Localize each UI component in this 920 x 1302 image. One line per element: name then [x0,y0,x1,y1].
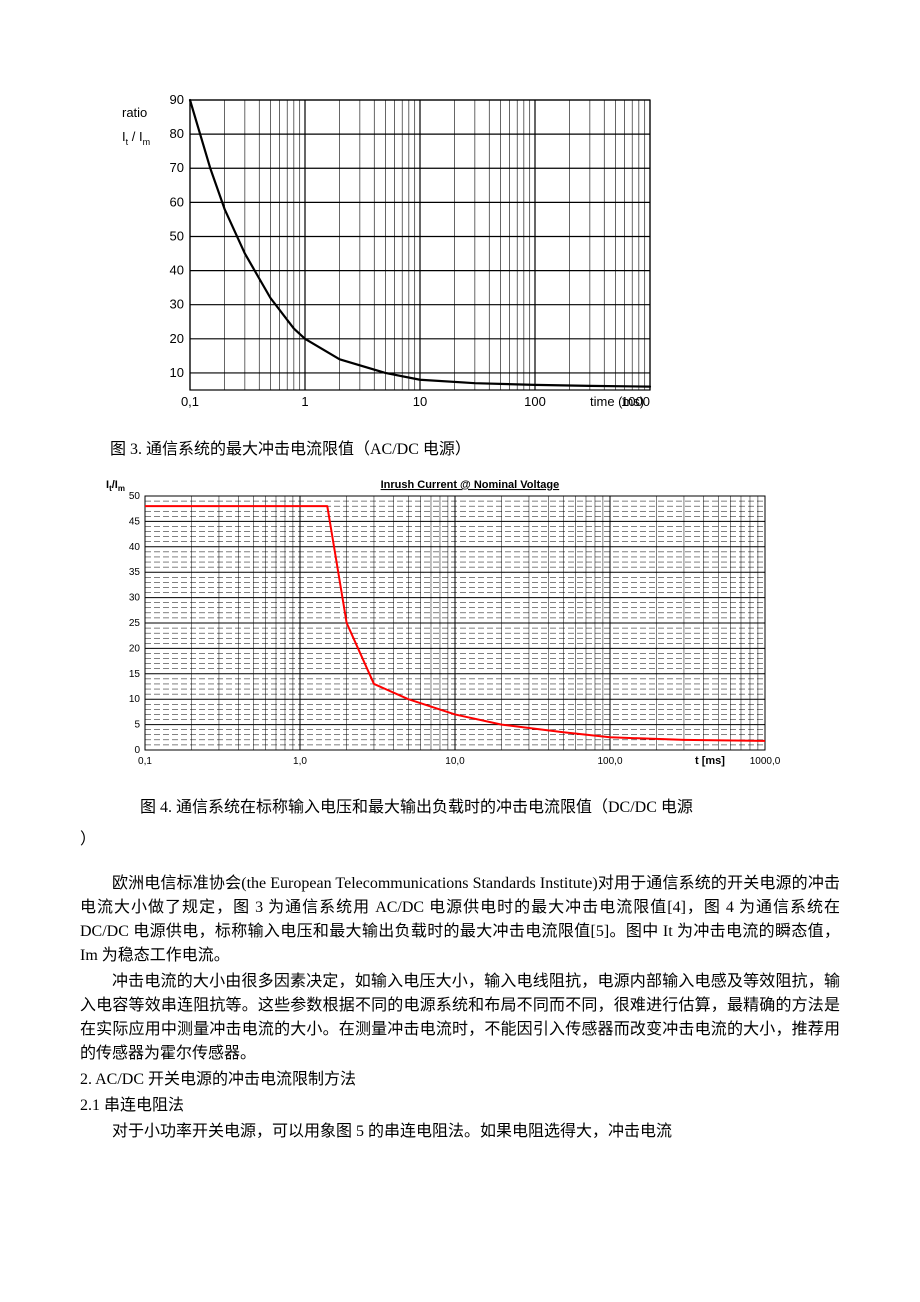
page: 0,11101001000102030405060708090ratioIt /… [0,0,920,1206]
svg-text:1: 1 [301,394,308,409]
paragraph-2: 冲击电流的大小由很多因素决定，如输入电压大小，输入电线阻抗，电源内部输入电感及等… [80,970,840,1066]
svg-text:1000,0: 1000,0 [750,756,780,767]
svg-text:t [ms]: t [ms] [695,755,725,767]
svg-text:Inrush Current @ Nominal Volta: Inrush Current @ Nominal Voltage [381,479,560,491]
svg-text:10: 10 [170,365,184,380]
svg-text:time (ms): time (ms) [590,394,644,409]
svg-text:25: 25 [129,618,141,629]
section-2-heading: 2. AC/DC 开关电源的冲击电流限制方法 [80,1068,840,1092]
caption-figure-4-close: ） [80,828,840,852]
paragraph-3: 对于小功率开关电源，可以用象图 5 的串连电阻法。如果电阻选得大，冲击电流 [80,1120,840,1144]
svg-text:0: 0 [134,745,140,756]
svg-text:10: 10 [129,694,141,705]
section-2-1-heading: 2.1 串连电阻法 [80,1094,840,1118]
svg-text:ratio: ratio [122,105,147,120]
svg-text:15: 15 [129,669,141,680]
svg-text:40: 40 [170,263,184,278]
svg-text:100,0: 100,0 [597,756,622,767]
chart3: 0,11101001000102030405060708090ratioIt /… [110,90,670,420]
svg-text:20: 20 [170,331,184,346]
svg-text:It/Im: It/Im [106,479,125,493]
chart4: 0 5 10 15 20 25 30 35 40 45 50 0,1 1,0 10,0 100,0 1000,… [100,474,780,774]
svg-text:70: 70 [170,160,184,175]
svg-text:5: 5 [134,720,140,731]
chart3-container: 0,11101001000102030405060708090ratioIt /… [110,90,670,428]
svg-text:20: 20 [129,643,141,654]
svg-text:50: 50 [170,228,184,243]
caption-figure-4: 图 4. 通信系统在标称输入电压和最大输出负载时的冲击电流限值（DC/DC 电源 [140,796,840,820]
paragraph-1: 欧洲电信标准协会(the European Telecommunications… [80,872,840,968]
svg-text:60: 60 [170,194,184,209]
caption-figure-3: 图 3. 通信系统的最大冲击电流限值（AC/DC 电源） [110,438,840,462]
svg-text:It / Im: It / Im [122,129,150,147]
svg-text:10: 10 [413,394,427,409]
svg-text:90: 90 [170,92,184,107]
svg-text:100: 100 [524,394,546,409]
svg-text:30: 30 [170,297,184,312]
svg-text:40: 40 [129,542,141,553]
svg-text:10,0: 10,0 [445,756,465,767]
svg-text:35: 35 [129,567,141,578]
svg-text:30: 30 [129,593,141,604]
svg-text:1,0: 1,0 [293,756,307,767]
svg-text:80: 80 [170,126,184,141]
svg-text:45: 45 [129,516,141,527]
svg-text:0,1: 0,1 [138,756,152,767]
svg-text:50: 50 [129,491,141,502]
svg-text:0,1: 0,1 [181,394,199,409]
chart4-container: 0 5 10 15 20 25 30 35 40 45 50 0,1 1,0 10,0 100,0 1000,… [100,474,780,782]
